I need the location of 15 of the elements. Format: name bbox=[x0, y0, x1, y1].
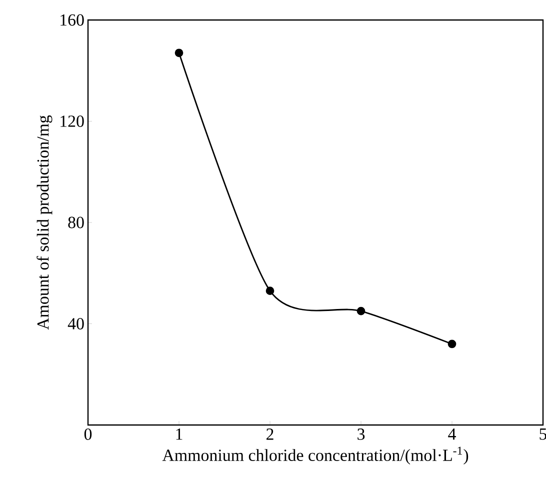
x-axis-title: Ammonium chloride concentration/(mol·L$^{-1}$) bbox=[162, 446, 468, 464]
x-tick-label: 4 bbox=[448, 428, 456, 440]
point bbox=[174, 48, 184, 58]
y-tick-label: 120 bbox=[60, 116, 84, 127]
x-tick-label: 1 bbox=[176, 428, 182, 440]
x-tick-label: 2 bbox=[266, 428, 274, 440]
y-tick-label: 80 bbox=[68, 216, 84, 228]
point bbox=[356, 306, 366, 316]
x-tick-label: 3 bbox=[358, 428, 365, 440]
point bbox=[266, 286, 274, 296]
y-tick-label: 40 bbox=[68, 318, 84, 330]
y-tick-label: 160 bbox=[60, 14, 84, 26]
y-axis-title: Amount of solid production/mg bbox=[36, 115, 52, 330]
point bbox=[448, 340, 456, 348]
x-tick-label: 0 bbox=[84, 428, 92, 440]
